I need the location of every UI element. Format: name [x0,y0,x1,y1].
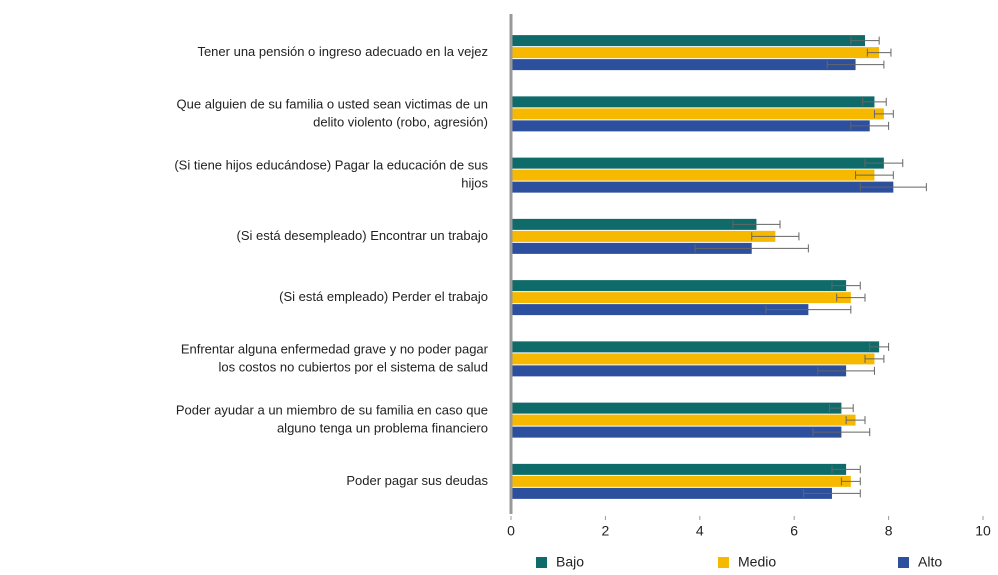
bar [511,463,847,475]
error-bar [826,60,885,69]
category-label: (Si está empleado) Perder el trabajo [279,289,488,304]
error-bar [694,244,809,253]
error-bar [864,354,885,363]
legend-swatch [898,557,909,568]
error-bar [831,281,861,290]
category-label: Que alguien de su familia o usted sean v… [177,96,488,111]
error-bar [869,342,890,351]
bar [511,169,875,181]
x-tick-label: 6 [790,523,798,539]
bar [511,120,870,132]
error-bar [812,428,871,437]
bar [511,157,884,169]
error-bar [831,465,861,474]
bar [511,47,880,59]
error-bar [845,416,866,425]
error-bar [751,232,800,241]
bar [511,242,752,254]
category-label: alguno tenga un problema financiero [277,421,488,436]
bar [511,365,847,377]
bar [511,487,832,499]
x-tick-label: 2 [602,523,610,539]
category-label: los costos no cubiertos por el sistema d… [218,359,488,374]
error-bar [829,404,854,413]
category-label: (Si tiene hijos educándose) Pagar la edu… [174,158,488,173]
error-bar [859,183,927,192]
bar [511,304,809,316]
bar [511,218,757,230]
bar [511,341,880,353]
x-tick-label: 4 [696,523,704,539]
legend-label: Alto [918,554,942,570]
error-bar [817,366,875,375]
bar [511,414,856,426]
bar [511,108,884,120]
bar [511,181,894,193]
error-bar [850,36,880,45]
error-bar [873,109,894,118]
category-label: Poder ayudar a un miembro de su familia … [176,403,488,418]
error-bar [765,305,852,314]
category-label: Enfrentar alguna enfermedad grave y no p… [181,341,489,356]
error-bar [862,97,887,106]
category-label: (Si está desempleado) Encontrar un traba… [237,228,488,243]
legend-label: Medio [738,554,776,570]
error-bar [850,121,890,130]
bar [511,35,865,47]
error-bar [866,48,892,57]
legend-label: Bajo [556,554,584,570]
error-bar [864,159,904,168]
bar [511,475,851,487]
category-label: hijos [461,176,488,191]
category-label: delito violento (robo, agresión) [313,114,488,129]
error-bar [840,477,861,486]
bar [511,96,875,108]
legend-swatch [536,557,547,568]
legend-swatch [718,557,729,568]
category-label: Poder pagar sus deudas [346,473,488,488]
bar [511,280,847,292]
x-tick-label: 10 [975,523,991,539]
bar [511,426,842,438]
x-tick-label: 0 [507,523,515,539]
error-bar [855,171,894,180]
error-bar [732,220,781,229]
error-bar [803,489,861,498]
bar [511,59,856,71]
bar [511,292,851,304]
bar [511,402,842,414]
bar [511,230,776,242]
x-tick-label: 8 [885,523,893,539]
error-bar [836,293,866,302]
category-label: Tener una pensión o ingreso adecuado en … [197,44,488,59]
bar [511,353,875,365]
